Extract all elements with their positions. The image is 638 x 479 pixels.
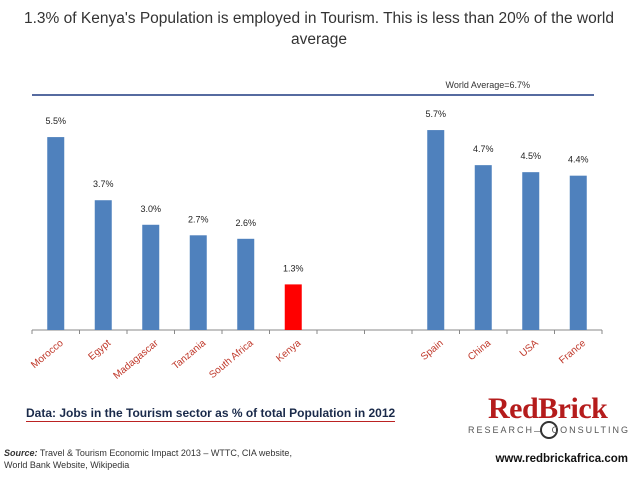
bar-usa: [522, 172, 540, 330]
chart-title: 1.3% of Kenya's Population is employed i…: [24, 10, 614, 48]
bar-france: [569, 175, 587, 330]
source-note: Source: Travel & Tourism Economic Impact…: [4, 447, 304, 471]
logo-right-text: CONSULTING: [551, 425, 630, 435]
bar-tanzania: [189, 235, 207, 330]
bar-kenya: [284, 284, 302, 330]
bar-spain: [427, 130, 445, 330]
source-label: Source:: [4, 448, 38, 458]
source-text: Travel & Tourism Economic Impact 2013 – …: [4, 448, 292, 470]
category-label: France: [557, 338, 588, 367]
category-label: Madagascar: [111, 337, 161, 381]
bar-south-africa: [237, 238, 255, 330]
bar-china: [474, 165, 492, 330]
brick-mark-icon: [540, 421, 558, 439]
data-label: 3.0%: [140, 204, 161, 214]
world-average-label: World Average=6.7%: [446, 80, 530, 90]
bar-egypt: [94, 200, 112, 330]
redbrick-logo: RedBrick RESEARCH CONSULTING: [468, 393, 630, 449]
data-label: 3.7%: [93, 179, 114, 189]
category-label: USA: [518, 338, 541, 360]
category-label: China: [466, 338, 493, 364]
data-label: 5.7%: [425, 109, 446, 119]
logo-wordmark: RedBrick: [488, 392, 608, 425]
category-label: Kenya: [274, 338, 303, 365]
bar-chart: World Average=6.7% 5.5% Morocco 3.7% Egypt 3.…: [29, 80, 603, 382]
bar-morocco: [47, 137, 65, 330]
logo-left-text: RESEARCH: [468, 425, 535, 435]
data-label: 1.3%: [283, 263, 304, 273]
category-label: Tanzania: [170, 338, 208, 372]
data-label: 2.6%: [235, 218, 256, 228]
data-label: 4.5%: [520, 151, 541, 161]
data-label: 4.4%: [568, 155, 589, 165]
data-label: 5.5%: [45, 116, 66, 126]
bar-madagascar: [142, 224, 160, 330]
category-label: South Africa: [207, 338, 256, 381]
website-link[interactable]: www.redbrickafrica.com: [495, 453, 628, 465]
category-label: Spain: [419, 338, 446, 363]
data-label: 4.7%: [473, 144, 494, 154]
data-caption: Data: Jobs in the Tourism sector as % of…: [26, 406, 396, 422]
data-label: 2.7%: [188, 214, 209, 224]
category-label: Egypt: [87, 338, 114, 363]
category-label: Morocco: [29, 338, 66, 371]
